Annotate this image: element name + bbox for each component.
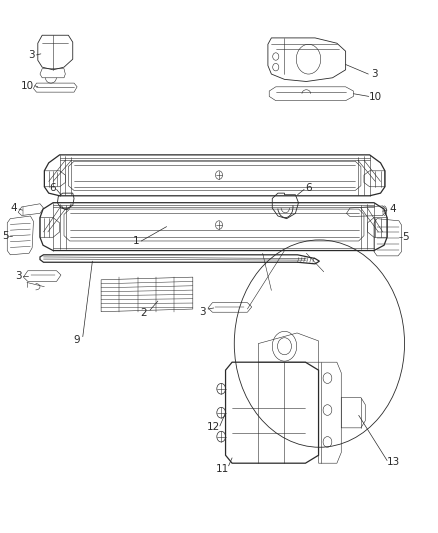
Text: 6: 6 <box>305 183 312 193</box>
Text: 12: 12 <box>207 422 220 432</box>
Text: 10: 10 <box>21 81 34 91</box>
Text: 3: 3 <box>28 50 35 60</box>
Text: 5: 5 <box>2 231 8 241</box>
Text: 9: 9 <box>74 335 81 345</box>
Text: 6: 6 <box>49 183 56 193</box>
Text: 1: 1 <box>133 236 139 246</box>
Text: 4: 4 <box>389 204 396 214</box>
Text: 4: 4 <box>11 203 17 213</box>
Text: 3: 3 <box>15 271 21 281</box>
Text: 11: 11 <box>216 464 229 473</box>
Text: 5: 5 <box>403 232 409 243</box>
Text: 2: 2 <box>141 308 147 318</box>
Text: 13: 13 <box>387 457 400 467</box>
Text: 3: 3 <box>199 306 206 317</box>
Text: 10: 10 <box>369 92 382 102</box>
Text: 3: 3 <box>371 69 377 79</box>
